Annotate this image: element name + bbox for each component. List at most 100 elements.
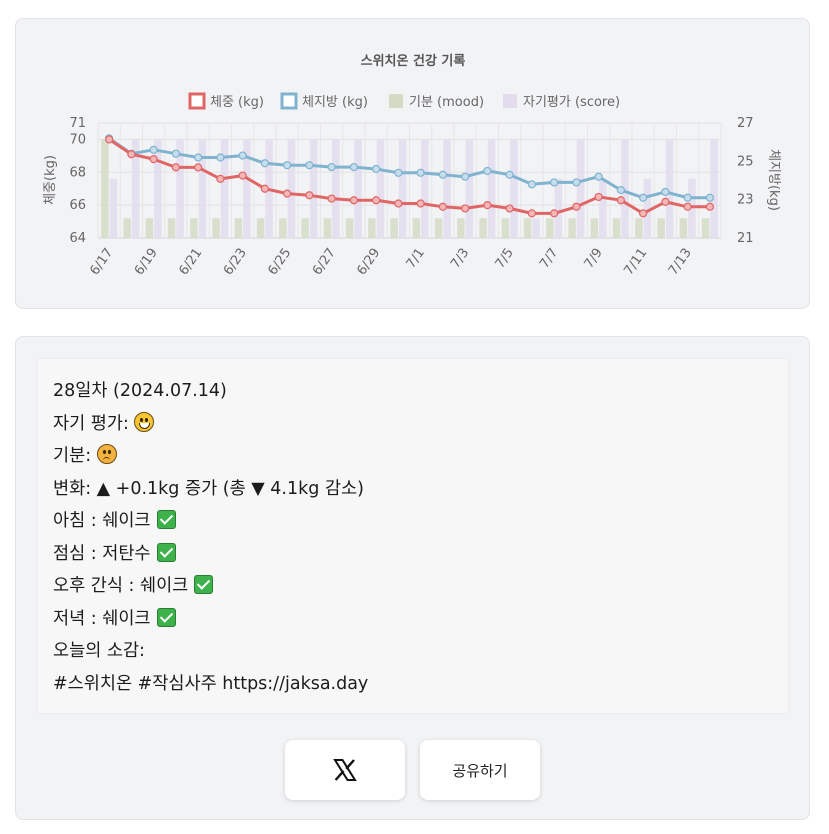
- bar-mood: [323, 218, 332, 238]
- x-tick-label: 6/27: [310, 246, 339, 279]
- data-point: [616, 196, 625, 205]
- x-tick-label: 7/7: [537, 246, 561, 272]
- bar-mood: [612, 218, 621, 238]
- data-point: [283, 161, 292, 170]
- bar-score: [665, 139, 674, 238]
- data-point: [127, 150, 136, 159]
- bar-score: [332, 139, 340, 238]
- data-point: [572, 202, 581, 211]
- check-mark-icon: [156, 510, 176, 529]
- legend-swatch: [188, 92, 206, 110]
- data-point: [372, 196, 381, 205]
- legend-swatch: [280, 92, 298, 110]
- legend-label: 체지방 (kg): [302, 95, 368, 110]
- bar-score: [421, 139, 429, 238]
- record-day: 28일차 (2024.07.14): [53, 381, 227, 401]
- series-line: [108, 138, 710, 215]
- y-left-tick: 66: [69, 198, 86, 213]
- legend-swatch: [503, 94, 517, 108]
- x-logo-icon: [333, 759, 357, 781]
- grinning-face-icon: [134, 411, 155, 432]
- bar-mood: [635, 218, 643, 238]
- data-point: [661, 197, 670, 206]
- bar-mood: [479, 218, 487, 238]
- y-left-tick: 64: [69, 231, 86, 246]
- data-point: [216, 174, 225, 183]
- record-card: 28일차 (2024.07.14) 자기 평가: 기분: 변화: ▲ +0.1k…: [15, 336, 810, 820]
- mood-label: 기분:: [53, 446, 97, 466]
- bar-score: [621, 139, 629, 238]
- y-right-tick: 25: [737, 154, 754, 169]
- pensive-face-icon: [96, 444, 117, 464]
- chart-title: 스위치온 건강 기록: [361, 53, 466, 69]
- bar-score: [243, 139, 251, 238]
- data-point: [416, 199, 425, 208]
- bar-score: [443, 139, 451, 238]
- y-left-tick: 70: [69, 132, 86, 147]
- data-point: [705, 193, 714, 202]
- data-point: [149, 155, 158, 164]
- bar-mood: [212, 218, 220, 238]
- y-left-tick: 71: [69, 116, 86, 131]
- data-point: [594, 192, 603, 202]
- bar-score: [220, 139, 229, 238]
- bar-score: [376, 139, 385, 238]
- legend-label: 자기평가 (score): [523, 95, 620, 110]
- legend-label: 체중 (kg): [210, 95, 264, 110]
- data-point: [483, 201, 492, 210]
- bar-score: [643, 178, 652, 238]
- meal-breakfast: 아침 : 쉐이크: [53, 505, 773, 538]
- x-tick-label: 7/11: [621, 246, 650, 279]
- data-point: [461, 204, 470, 213]
- data-point: [349, 196, 358, 205]
- data-point: [416, 168, 425, 177]
- data-point: [327, 194, 336, 203]
- bar-mood: [568, 218, 576, 238]
- bar-score: [554, 178, 563, 238]
- bar-mood: [167, 218, 176, 238]
- bar-score: [198, 139, 207, 238]
- meal-text: 저녁 : 쉐이크: [53, 608, 151, 629]
- check-mark-icon: [156, 542, 176, 562]
- bar-mood: [434, 218, 443, 238]
- data-point: [260, 159, 269, 168]
- hashtags: #스위치온 #작심사주 https://jaksa.day: [53, 673, 369, 694]
- bar-score: [688, 178, 696, 238]
- x-tick-label: 6/19: [132, 246, 161, 279]
- y-right-tick: 21: [737, 231, 754, 246]
- bar-score: [465, 139, 474, 238]
- bar-score: [510, 139, 518, 238]
- bar-score: [710, 139, 718, 238]
- data-point: [616, 185, 625, 195]
- data-point: [550, 209, 559, 218]
- data-point: [594, 172, 603, 181]
- check-mark-icon: [194, 575, 214, 594]
- y-right-tick: 23: [737, 193, 754, 208]
- self-eval-label: 자기 평가:: [53, 413, 135, 434]
- bar-score: [354, 139, 362, 238]
- data-point: [327, 162, 336, 172]
- bar-mood: [590, 218, 599, 238]
- y-right-title: 체지방(kg): [766, 149, 781, 211]
- share-button[interactable]: 공유하기: [420, 740, 540, 800]
- bar-mood: [390, 218, 398, 238]
- bar-score: [287, 139, 296, 238]
- x-tick-label: 6/23: [221, 246, 250, 279]
- bar-mood: [279, 218, 287, 238]
- bar-mood: [256, 218, 265, 238]
- bar-score: [131, 139, 140, 238]
- weight-change: 변화: ▲ +0.1kg 증가 (총 ▼ 4.1kg 감소): [53, 478, 364, 499]
- bar-mood: [301, 218, 309, 238]
- data-point: [527, 180, 536, 189]
- bar-mood: [368, 218, 376, 238]
- data-point: [305, 191, 314, 200]
- share-x-button[interactable]: [285, 740, 405, 800]
- x-tick-label: 7/9: [582, 246, 606, 272]
- x-tick-label: 7/5: [493, 246, 517, 272]
- bar-mood: [657, 218, 665, 238]
- data-point: [171, 149, 180, 158]
- bar-score: [398, 139, 407, 238]
- bar-score: [487, 139, 496, 238]
- meal-dinner: 저녁 : 쉐이크: [53, 603, 773, 636]
